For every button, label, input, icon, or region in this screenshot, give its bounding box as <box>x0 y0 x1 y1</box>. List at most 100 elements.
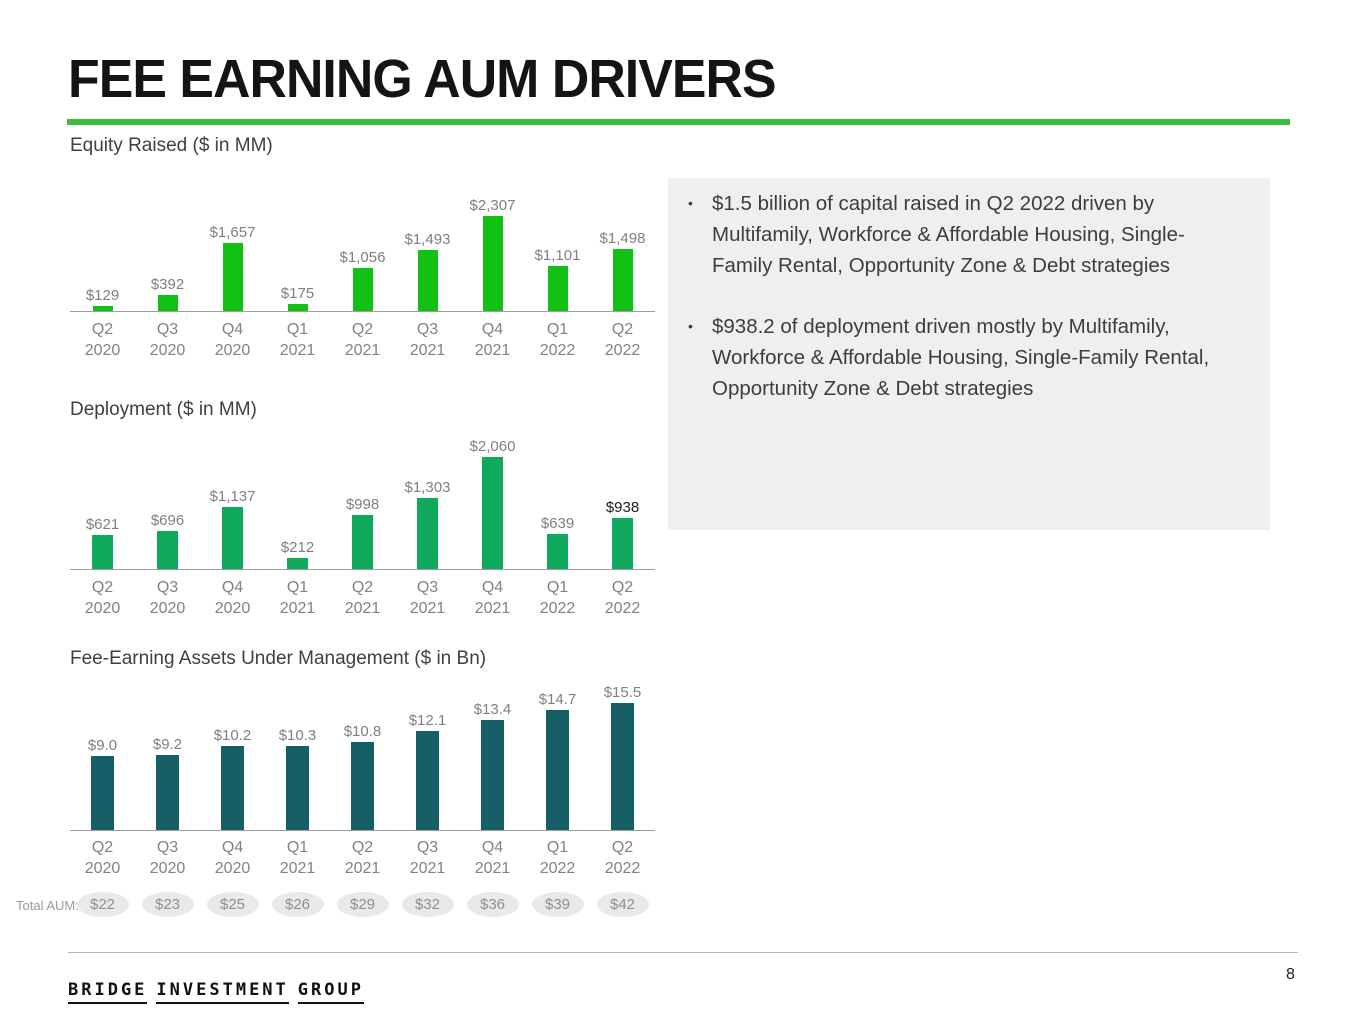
bullet-marker-icon: • <box>688 195 693 211</box>
bar <box>157 294 178 311</box>
x-axis-tick-label: Q2 2020 <box>84 321 121 359</box>
x-axis-tick-label: Q1 2021 <box>279 579 316 617</box>
title-underline <box>67 119 1290 125</box>
bullet-marker-icon: • <box>688 318 693 334</box>
total-aum-pill-slot: $42 <box>590 892 655 917</box>
x-axis-tick-label: Q3 2020 <box>149 579 186 617</box>
page-title: FEE EARNING AUM DRIVERS <box>68 49 777 109</box>
bar-column: $1,056 <box>330 216 395 311</box>
x-axis-tick-label: Q2 2022 <box>604 839 641 877</box>
bar-value-label: $2,060 <box>469 438 516 455</box>
bar <box>287 557 308 569</box>
bar-value-label: $1,493 <box>404 230 451 248</box>
footer-divider <box>68 952 1298 953</box>
x-axis-tick-label: Q2 2021 <box>344 579 381 617</box>
bar-value-label: $15.5 <box>603 684 642 701</box>
bar-column: $14.7 <box>525 692 590 830</box>
logo-word-bridge: BRIDGE <box>68 980 148 1004</box>
bar-column: $15.5 <box>590 685 655 830</box>
bar <box>611 703 634 830</box>
bar-value-label: $938 <box>605 499 640 516</box>
logo-word-group: GROUP <box>297 980 364 1004</box>
x-axis-tick-label: Q4 2021 <box>474 579 511 617</box>
bullet-item: • $1.5 billion of capital raised in Q2 20… <box>688 188 1242 281</box>
bar <box>417 498 438 569</box>
bar <box>482 216 503 311</box>
bar-column: $10.2 <box>200 703 265 830</box>
logo-word-investment: INVESTMENT <box>156 980 289 1004</box>
bar-value-label: $998 <box>345 495 380 513</box>
bar <box>157 531 178 569</box>
total-aum-pills: $22 $23 $25 $26 $29 $32 $36 $39 $42 <box>70 892 655 917</box>
x-axis-tick-label: Q3 2021 <box>409 321 446 359</box>
chart-deployment-title: Deployment ($ in MM) <box>70 399 257 420</box>
bar <box>547 534 568 569</box>
bar <box>482 457 503 569</box>
bar-column: $212 <box>265 457 330 569</box>
total-aum-pill: $36 <box>466 892 519 917</box>
bar-value-label: $10.8 <box>343 722 382 740</box>
x-axis-tick-label: Q4 2021 <box>474 839 511 877</box>
x-axis-tick-label: Q3 2020 <box>149 839 186 877</box>
total-aum-pill-slot: $29 <box>330 892 395 917</box>
total-aum-pill: $22 <box>76 892 129 917</box>
bar-value-label: $1,498 <box>599 230 646 248</box>
bar-column: $12.1 <box>395 703 460 830</box>
bullet-text: $1.5 billion of capital raised in Q2 202… <box>712 192 1185 277</box>
chart-equity-raised-plot: $129 $392 $1,657 $175 $1,056 $1,493 $2,307 $1,1… <box>70 198 655 312</box>
bar-value-label: $696 <box>150 512 185 530</box>
chart-equity-raised-xaxis: Q2 2020 Q3 2020 Q4 2020 Q1 2021 Q2 2021 Q3 2021 Q4 20… <box>70 320 655 362</box>
bar-column: $1,137 <box>200 457 265 569</box>
total-aum-pill-slot: $25 <box>200 892 265 917</box>
bar <box>481 720 504 830</box>
bar-column: $10.3 <box>265 703 330 830</box>
bar <box>222 507 243 569</box>
bar-column: $696 <box>135 457 200 569</box>
bar <box>92 535 113 569</box>
x-axis-tick-label: Q2 2021 <box>344 321 381 359</box>
bar-column: $10.8 <box>330 703 395 830</box>
x-axis-tick-label: Q1 2021 <box>279 321 316 359</box>
bar-column: $2,060 <box>460 439 525 569</box>
bar-value-label: $1,137 <box>209 488 256 506</box>
bar-value-label: $392 <box>150 275 185 293</box>
bar <box>286 745 309 830</box>
page-number: 8 <box>1286 966 1295 983</box>
x-axis-tick-label: Q2 2022 <box>604 321 641 359</box>
x-axis-tick-label: Q4 2020 <box>214 579 251 617</box>
total-aum-pill-slot: $26 <box>265 892 330 917</box>
bar-value-label: $639 <box>540 515 575 533</box>
bar-value-label: $1,303 <box>404 479 451 497</box>
x-axis-tick-label: Q4 2020 <box>214 321 251 359</box>
bar-value-label: $10.3 <box>278 726 317 744</box>
bar-column: $1,493 <box>395 216 460 311</box>
x-axis-tick-label: Q2 2021 <box>344 839 381 877</box>
total-aum-pill: $39 <box>531 892 584 917</box>
bar-column: $1,101 <box>525 216 590 311</box>
bar-value-label: $175 <box>280 284 315 302</box>
bar <box>352 267 373 311</box>
x-axis-tick-label: Q3 2021 <box>409 579 446 617</box>
bar-value-label: $129 <box>85 286 120 304</box>
bar-value-label: $212 <box>280 538 315 556</box>
chart-equity-raised-title: Equity Raised ($ in MM) <box>70 135 273 156</box>
chart-feaum-title: Fee-Earning Assets Under Management ($ i… <box>70 648 487 669</box>
bar <box>156 754 179 830</box>
bar <box>91 756 114 830</box>
total-aum-pill: $25 <box>206 892 259 917</box>
total-aum-pill-slot: $36 <box>460 892 525 917</box>
x-axis-tick-label: Q2 2022 <box>604 579 641 617</box>
bar-column: $13.4 <box>460 701 525 830</box>
total-aum-pill-slot: $32 <box>395 892 460 917</box>
bar-value-label: $12.1 <box>408 711 447 729</box>
bar-value-label: $1,056 <box>339 248 386 266</box>
bar <box>612 518 633 569</box>
bar <box>612 249 633 311</box>
bar <box>547 265 568 311</box>
bar-value-label: $9.2 <box>152 735 183 753</box>
x-axis-tick-label: Q2 2020 <box>84 839 121 877</box>
bar <box>222 242 243 311</box>
bar-value-label: $13.4 <box>473 701 512 719</box>
bar <box>352 514 373 569</box>
